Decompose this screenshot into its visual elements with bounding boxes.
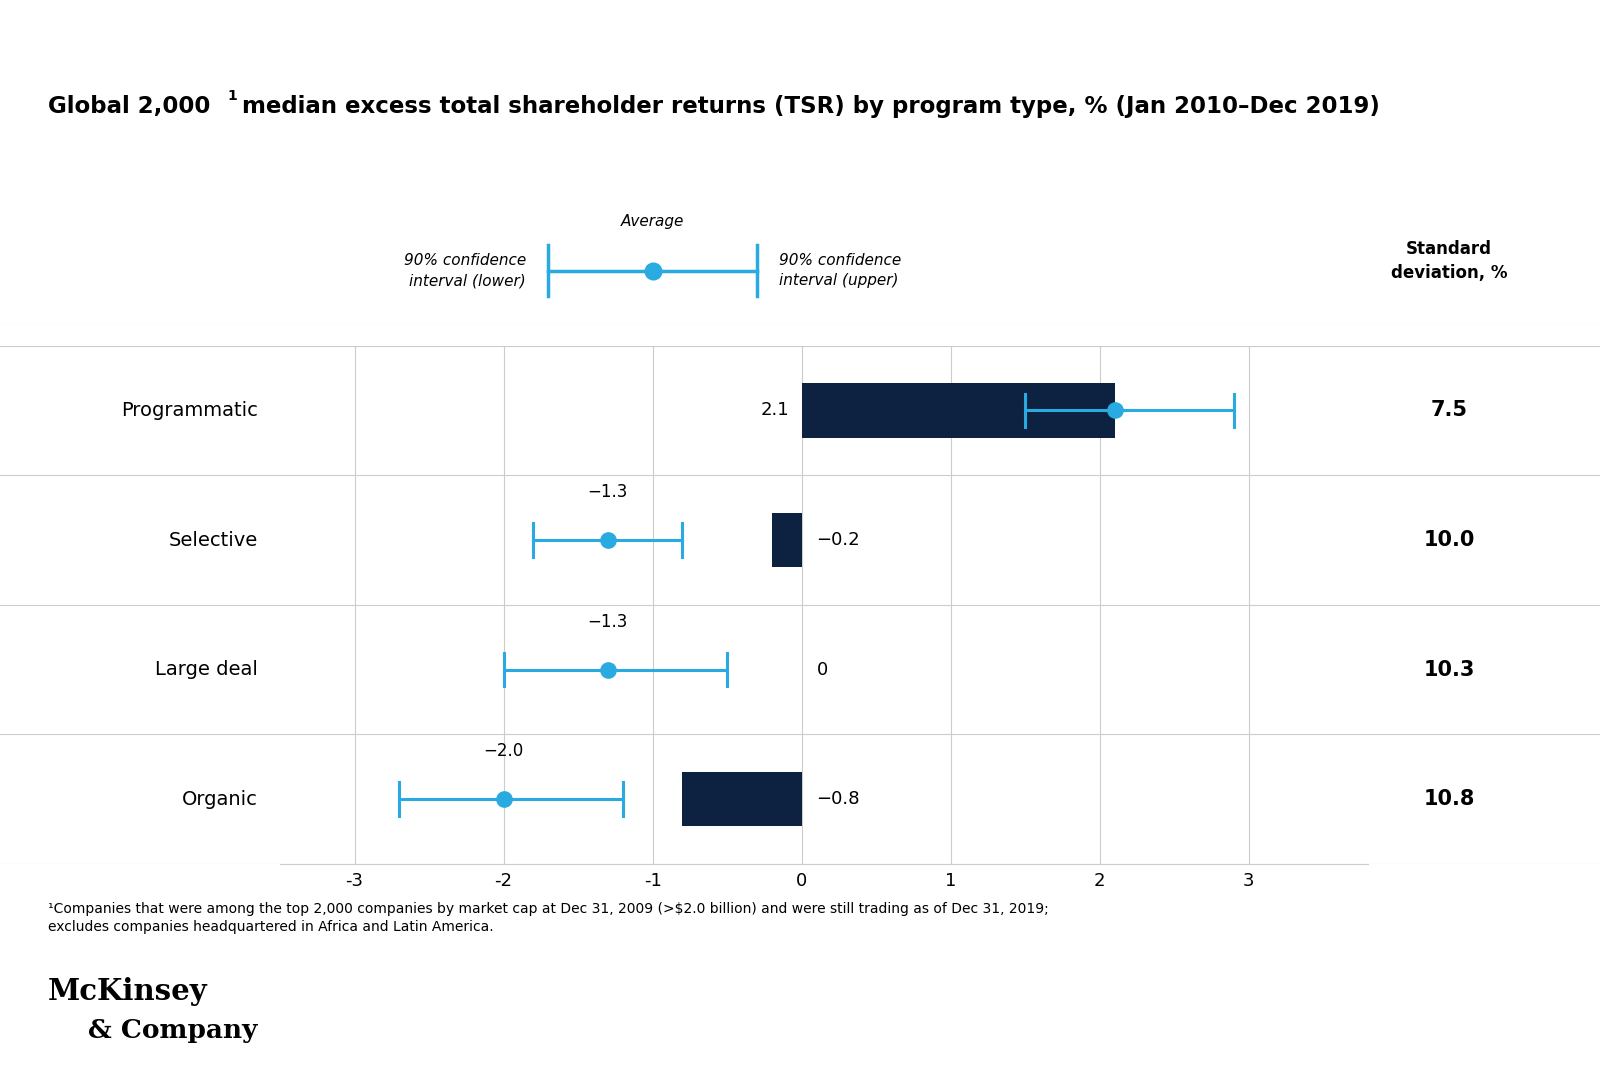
Text: Organic: Organic [182, 789, 258, 809]
Text: −0.8: −0.8 [816, 791, 861, 808]
Text: 7.5: 7.5 [1430, 401, 1467, 420]
Text: ¹Companies that were among the top 2,000 companies by market cap at Dec 31, 2009: ¹Companies that were among the top 2,000… [48, 902, 1048, 916]
Text: −2.0: −2.0 [483, 742, 523, 760]
Text: −1.3: −1.3 [587, 612, 629, 631]
Text: 0: 0 [816, 661, 827, 678]
Text: Average: Average [621, 214, 685, 229]
Text: 2.1: 2.1 [762, 402, 790, 419]
Text: 10.0: 10.0 [1424, 530, 1475, 550]
Bar [683, 772, 802, 826]
Bar [802, 383, 1115, 437]
Text: Global 2,000: Global 2,000 [48, 95, 210, 119]
Bar [771, 513, 802, 567]
Text: −0.2: −0.2 [816, 531, 861, 549]
Text: median excess total shareholder returns (TSR) by program type, % (Jan 2010–Dec 2: median excess total shareholder returns … [234, 95, 1379, 119]
Text: Standard
deviation, %: Standard deviation, % [1390, 240, 1507, 282]
Text: excludes companies headquartered in Africa and Latin America.: excludes companies headquartered in Afri… [48, 920, 494, 934]
Text: 1: 1 [227, 90, 237, 104]
Text: McKinsey: McKinsey [48, 977, 208, 1007]
Text: Programmatic: Programmatic [120, 401, 258, 420]
Text: Selective: Selective [168, 530, 258, 550]
Text: & Company: & Company [88, 1018, 258, 1043]
Text: 90% confidence
interval (upper): 90% confidence interval (upper) [779, 253, 901, 288]
Text: 10.3: 10.3 [1424, 660, 1475, 679]
Text: Large deal: Large deal [155, 660, 258, 679]
Text: −1.3: −1.3 [587, 483, 629, 501]
Text: 10.8: 10.8 [1424, 789, 1475, 809]
Text: 90% confidence
interval (lower): 90% confidence interval (lower) [403, 253, 526, 288]
